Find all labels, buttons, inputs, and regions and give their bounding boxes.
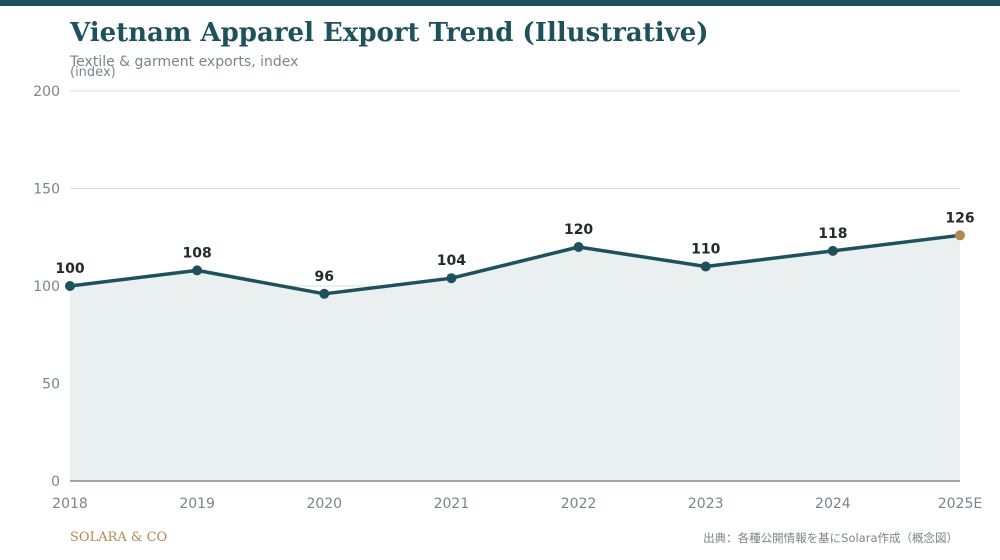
data-point [192, 265, 203, 276]
series-line [68, 233, 962, 296]
line-layer [68, 233, 962, 296]
area-layer [70, 235, 960, 481]
data-label: 100 [55, 261, 84, 277]
data-label: 110 [691, 242, 720, 258]
data-point [827, 245, 838, 256]
data-label: 96 [315, 269, 334, 285]
x-tick-label: 2022 [561, 496, 597, 512]
y-axis-label: (index) [70, 65, 116, 80]
data-point [446, 273, 457, 284]
x-tick-label: 2018 [52, 496, 88, 512]
x-tick-label: 2023 [688, 496, 724, 512]
point-layer [65, 230, 965, 299]
data-point [573, 242, 584, 252]
x-tick-label: 2020 [306, 496, 342, 512]
chart-subtitle: Textile & garment exports, index [70, 54, 299, 70]
data-label: 126 [945, 210, 974, 226]
x-tick-label: 2025E [938, 496, 982, 512]
brand-name: SOLARA & CO [70, 530, 168, 545]
y-tick-label: 50 [42, 377, 60, 393]
y-tick-label: 200 [33, 84, 60, 100]
area-fill [70, 235, 960, 481]
data-point-forecast [955, 230, 965, 241]
data-label: 104 [437, 253, 466, 269]
data-point [65, 281, 75, 291]
data-label: 108 [183, 245, 212, 261]
data-label: 118 [818, 226, 847, 242]
x-tick-label: 2021 [434, 496, 470, 512]
data-label: 120 [564, 222, 593, 238]
label-layer: 100 108 96 104 120 110 118 126 [55, 210, 974, 284]
y-tick-label: 100 [33, 279, 60, 295]
top-accent-bar [0, 0, 1000, 6]
y-tick-label: 150 [33, 182, 60, 198]
x-tick-label: 2024 [815, 496, 851, 512]
data-point [319, 288, 330, 299]
axis-layer: 0 50 100 150 200 (index) 2018 2019 2020 2021 2022 2… [33, 65, 982, 512]
chart-title: Vietnam Apparel Export Trend (Illustrati… [70, 18, 709, 48]
y-tick-label: 0 [51, 474, 60, 490]
data-point [700, 261, 711, 272]
x-tick-label: 2019 [179, 496, 215, 512]
source-note: 出典：各種公開情報を基にSolara作成（概念図） [703, 531, 958, 545]
